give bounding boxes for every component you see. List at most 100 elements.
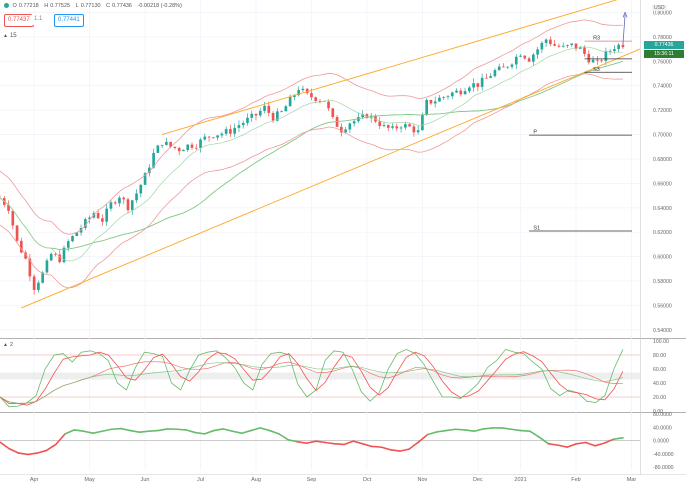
- interval-chip[interactable]: ▲ 15: [3, 33, 17, 39]
- osc-segment: [82, 430, 94, 435]
- candle-body: [344, 129, 347, 133]
- candle-body: [152, 152, 155, 168]
- stoch-pane-chip[interactable]: ▲ 2: [3, 342, 13, 348]
- osc-tick-label: -80.0000: [653, 465, 674, 471]
- candle-body: [433, 101, 437, 104]
- y-tick-label: 0.62000: [653, 230, 672, 236]
- candle-body: [246, 117, 249, 123]
- candle-body: [318, 100, 322, 102]
- osc-segment: [482, 427, 494, 430]
- candle-body: [276, 111, 279, 121]
- candle-body: [514, 56, 518, 65]
- candle-body: [583, 47, 586, 54]
- candle-body: [71, 235, 74, 242]
- candle-body: [361, 114, 364, 118]
- bollinger-mid: [0, 46, 623, 262]
- osc-segment: [129, 429, 141, 434]
- candle-body: [49, 253, 53, 261]
- osc-segment: [138, 430, 150, 434]
- osc-segment: [92, 430, 104, 435]
- candle-body: [497, 66, 501, 71]
- candle-body: [600, 60, 603, 62]
- candle-body: [37, 282, 40, 290]
- time-axis[interactable]: Apr May Jun Jul Aug Sep Oct Nov Dec 2021 Feb Mar: [30, 477, 637, 483]
- osc-segment: [510, 428, 522, 432]
- sell-button[interactable]: 0.77437: [4, 14, 34, 27]
- osc-segment: [566, 443, 578, 448]
- osc-segment: [445, 428, 457, 432]
- price-pane[interactable]: R3 S3 P S1: [0, 0, 641, 309]
- osc-segment: [36, 449, 48, 454]
- price-axis[interactable]: 0.80000 0.78000 0.76000 0.74000 0.72000 0.700…: [653, 10, 674, 471]
- osc-segment: [17, 452, 29, 456]
- candle-body: [570, 43, 574, 45]
- candle-body: [156, 145, 160, 153]
- candle-body: [75, 232, 79, 236]
- candle-body: [28, 258, 32, 277]
- candle-body: [523, 55, 527, 59]
- osc-segment: [529, 430, 541, 438]
- osc-segment: [147, 429, 159, 433]
- candle-body: [66, 241, 70, 248]
- ohlc-legend: O 0.77218 H 0.77525 L 0.77130 C 0.77436 -0.0…: [4, 3, 184, 9]
- stochastic-pane[interactable]: [0, 348, 640, 408]
- close-label: C: [106, 3, 111, 9]
- osc-tick-label: 40.0000: [653, 425, 672, 431]
- candle-body: [45, 260, 49, 273]
- candle-body: [169, 141, 172, 147]
- osc-segment: [473, 428, 485, 433]
- candle-body: [404, 124, 407, 128]
- candle-body: [113, 202, 117, 204]
- candle-body: [450, 92, 454, 97]
- candle-body: [540, 42, 544, 50]
- candle-body: [190, 144, 194, 148]
- candle-body: [148, 167, 151, 174]
- candle-body: [532, 54, 535, 62]
- osc-segment: [287, 439, 299, 443]
- candle-body: [561, 45, 565, 47]
- candle-body: [510, 64, 514, 67]
- oscillator-pane[interactable]: [0, 427, 640, 456]
- candle-body: [7, 204, 10, 211]
- y-tick-label: 0.76000: [653, 59, 672, 65]
- candle-body: [408, 124, 411, 127]
- y-tick-label: 0.66000: [653, 181, 672, 187]
- buy-button[interactable]: 0.77441: [54, 14, 84, 27]
- candle-body: [506, 66, 510, 68]
- candle-body: [293, 95, 296, 97]
- osc-segment: [612, 437, 624, 440]
- stoch-tick-label: 0.00: [653, 409, 663, 415]
- candle-body: [553, 44, 556, 46]
- pivot-label: R3: [593, 36, 600, 42]
- x-tick-label: Feb: [571, 477, 580, 483]
- candle-body: [425, 99, 428, 115]
- candle-body: [254, 113, 258, 116]
- osc-segment: [259, 427, 271, 432]
- osc-segment: [315, 440, 327, 444]
- candle-body: [271, 112, 275, 121]
- candle-body: [122, 197, 126, 200]
- pivot-label: S3: [593, 67, 600, 73]
- candle-body: [574, 43, 578, 49]
- candle-body: [480, 77, 484, 87]
- stoch-tick-label: 100.00: [653, 339, 669, 345]
- candle-body: [229, 129, 232, 134]
- osc-segment: [594, 442, 606, 447]
- candle-body: [468, 87, 471, 92]
- candle-body: [310, 93, 313, 98]
- candle-body: [608, 50, 612, 52]
- osc-segment: [398, 448, 410, 452]
- candle-body: [241, 122, 245, 126]
- candle-body: [536, 49, 539, 55]
- candle-body: [352, 121, 356, 124]
- candle-body: [544, 39, 548, 43]
- candle-body: [118, 197, 121, 204]
- osc-segment: [389, 448, 401, 452]
- candle-body: [382, 125, 386, 127]
- osc-segment: [454, 428, 466, 431]
- candle-body: [395, 126, 399, 129]
- candle-body: [11, 210, 15, 226]
- x-tick-label: Aug: [251, 477, 261, 483]
- candle-body: [280, 111, 283, 113]
